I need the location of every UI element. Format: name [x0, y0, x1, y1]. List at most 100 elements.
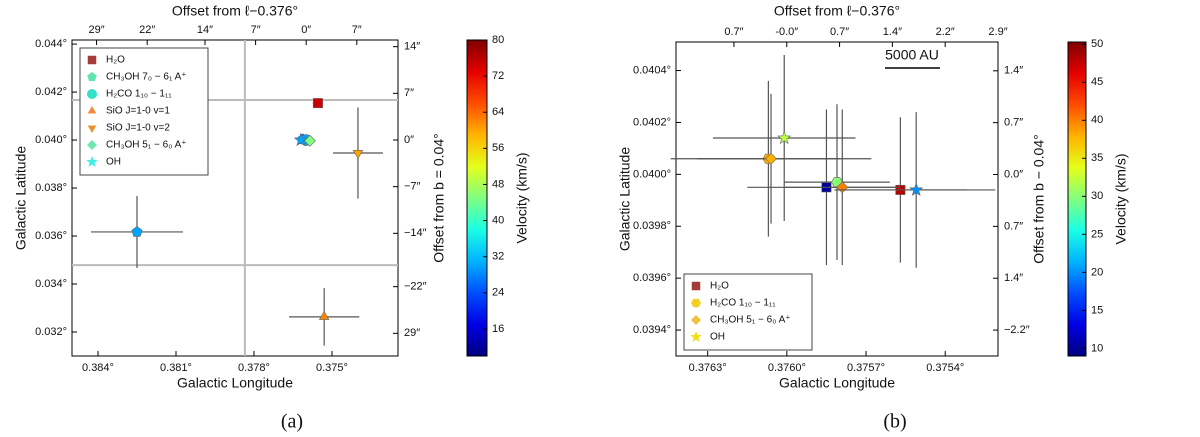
data-point	[131, 226, 143, 237]
x-axis-title: Galactic Longitude	[779, 375, 895, 391]
y2-tick-label: 1.4″	[1004, 272, 1023, 284]
legend-marker	[87, 140, 97, 150]
colorbar-tick-label: 56	[492, 142, 504, 154]
x-tick-label: 0.375°	[316, 362, 348, 374]
colorbar-tick-label: 40	[492, 214, 504, 226]
colorbar-title: Velocity (km/s)	[514, 152, 530, 243]
y2-tick-label: 1.4″	[1004, 65, 1023, 77]
legend-marker	[87, 106, 97, 114]
y2-tick-label: 0.7″	[1004, 220, 1023, 232]
legend-label: SiO J=1-0 v=1	[106, 106, 170, 117]
y2-axis-title: Offset from b − 0.04°	[1031, 134, 1047, 263]
data-point	[312, 98, 323, 109]
colorbar-tick-label: 24	[492, 287, 504, 299]
x2-tick-label: 2.2″	[936, 26, 955, 38]
legend-label: CH₃OH 7₀ − 6₁ A⁺	[106, 72, 187, 83]
legend-marker	[690, 331, 702, 342]
legend-marker	[87, 55, 97, 65]
legend-box	[683, 273, 813, 351]
colorbar-tick-label: 64	[492, 106, 504, 118]
legend-label: CH₃OH 5₁ − 6₀ A⁺	[710, 315, 791, 326]
x2-tick-label: -0.0″	[775, 26, 798, 38]
annotation: 5000 AU	[885, 47, 939, 63]
plot-frame	[71, 39, 399, 357]
legend-marker	[87, 89, 97, 99]
data-point	[352, 150, 364, 160]
y2-tick-label: −14″	[404, 227, 427, 239]
colorbar-tick-label: 16	[492, 323, 504, 335]
x2-tick-label: 29″	[89, 24, 105, 36]
x-axis-title: Galactic Longitude	[177, 375, 293, 391]
data-point	[909, 182, 924, 197]
legend-label: OH	[106, 157, 121, 168]
y2-tick-label: 0.7″	[1004, 117, 1023, 129]
y-tick-label: 0.040°	[35, 134, 67, 146]
colorbar-title: Velocity (km/s)	[1113, 153, 1129, 244]
legend-label: H₂O	[106, 55, 125, 66]
y-tick-label: 0.0400°	[633, 168, 671, 180]
data-point	[765, 152, 777, 165]
data-point	[318, 310, 330, 320]
legend-label: H₂CO 1₁₀ − 1₁₁	[106, 89, 172, 100]
y2-tick-label: −22″	[404, 281, 427, 293]
colorbar-tick-label: 40	[1091, 114, 1103, 126]
legend-marker	[87, 72, 97, 81]
x2-tick-label: 2.9″	[988, 26, 1007, 38]
x-tick-label: 0.3763°	[689, 362, 727, 374]
data-point	[293, 132, 308, 147]
y-tick-label: 0.042°	[35, 86, 67, 98]
y2-tick-label: 14″	[404, 41, 420, 53]
x-tick-label: 0.381°	[160, 362, 192, 374]
y2-tick-label: 7″	[404, 87, 414, 99]
colorbar-tick-label: 80	[492, 34, 504, 46]
y2-tick-label: 0″	[404, 134, 414, 146]
legend-label: OH	[710, 332, 725, 343]
y-tick-label: 0.0402°	[633, 116, 671, 128]
y-tick-label: 0.038°	[35, 182, 67, 194]
legend-label: H₂O	[710, 281, 729, 292]
colorbar	[466, 39, 488, 357]
y2-tick-label: 0.0″	[1004, 168, 1023, 180]
colorbar-tick-label: 20	[1091, 266, 1103, 278]
colorbar-tick-label: 48	[492, 178, 504, 190]
legend-label: CH₃OH 5₁ − 6₀ A⁺	[106, 140, 187, 151]
panel: 0.3763° 0.3760° 0.3757° 0.3754° 0.0404° 0.040…	[617, 3, 1129, 433]
data-point	[777, 130, 792, 145]
legend-marker	[691, 298, 701, 308]
x-tick-label: 0.384°	[82, 362, 114, 374]
y-tick-label: 0.036°	[35, 230, 67, 242]
x-tick-label: 0.3754°	[926, 362, 964, 374]
x2-tick-label: 14″	[197, 24, 213, 36]
legend-label: H₂CO 1₁₀ − 1₁₁	[710, 298, 776, 309]
legend-marker	[691, 281, 701, 291]
colorbar-tick-label: 35	[1091, 152, 1103, 164]
colorbar-tick-label: 72	[492, 70, 504, 82]
y-axis-title: Galactic Latitude	[617, 147, 633, 251]
panel: 0.384° 0.381° 0.378° 0.375° 0.044° 0.042° 0.04…	[13, 3, 530, 433]
legend-marker	[87, 125, 97, 133]
colorbar-tick-label: 15	[1091, 304, 1103, 316]
x2-tick-label: 1.4″	[883, 26, 902, 38]
x2-tick-label: 7″	[251, 24, 261, 36]
y-tick-label: 0.032°	[35, 326, 67, 338]
legend-marker	[691, 315, 701, 325]
x-tick-label: 0.3757°	[847, 362, 885, 374]
y2-tick-label: 29″	[404, 327, 420, 339]
legend-box	[79, 47, 209, 176]
y-tick-label: 0.0398°	[633, 220, 671, 232]
colorbar-tick-label: 25	[1091, 228, 1103, 240]
caption: (a)	[281, 411, 303, 433]
x-tick-label: 0.3760°	[768, 362, 806, 374]
y-tick-label: 0.0404°	[633, 64, 671, 76]
x-tick-label: 0.378°	[238, 362, 270, 374]
colorbar-tick-label: 30	[1091, 190, 1103, 202]
y-tick-label: 0.0396°	[633, 272, 671, 284]
x2-axis-title: Offset from ℓ−0.376°	[774, 3, 900, 19]
y2-tick-label: −7″	[404, 181, 421, 193]
colorbar-tick-label: 10	[1091, 342, 1103, 354]
colorbar-tick-label: 50	[1091, 38, 1103, 50]
colorbar-tick-label: 32	[492, 251, 504, 263]
x2-tick-label: 7″	[352, 24, 362, 36]
x2-tick-label: 0.7″	[830, 26, 849, 38]
